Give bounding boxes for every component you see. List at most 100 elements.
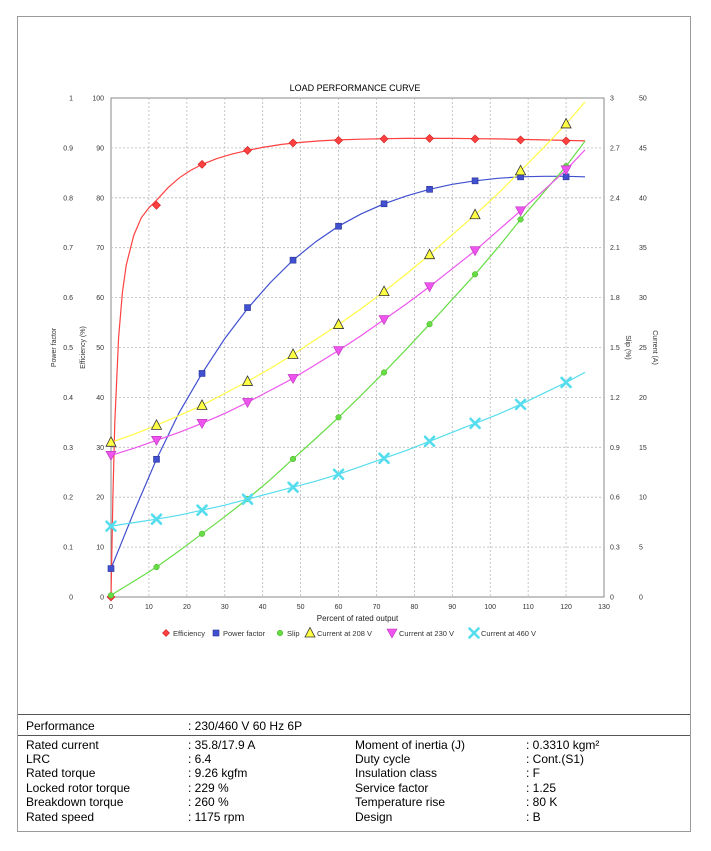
- data-point-current-at-230-v: [515, 206, 527, 217]
- slip-tick-label: 0: [610, 595, 614, 602]
- current-tick-label: 20: [639, 395, 647, 402]
- current-tick-label: 30: [639, 295, 647, 302]
- spec-value: : 0.3310 kgm²: [526, 738, 600, 752]
- chart-title: LOAD PERFORMANCE CURVE: [290, 83, 421, 93]
- legend-label: Slip: [287, 629, 300, 638]
- spec-value: : F: [526, 766, 540, 780]
- legend-label: Current at 460 V: [481, 629, 536, 638]
- legend-label: Current at 230 V: [399, 629, 454, 638]
- x-axis-title: Percent of rated output: [317, 614, 399, 623]
- spec-value: : 9.26 kgfm: [188, 766, 248, 780]
- data-point-slip: [289, 455, 297, 462]
- data-point-current-at-208-v: [241, 375, 254, 386]
- spec-label: Rated current: [26, 738, 99, 752]
- efficiency-tick-label: 100: [92, 96, 104, 103]
- series-line-power-factor: [110, 175, 586, 569]
- spec-label: Rated torque: [26, 766, 96, 780]
- axes: 0 10 20 30 40 50 60 70 80 90 100 110 120 13000.10.20.…: [51, 96, 658, 624]
- x-tick-label: 70: [373, 604, 381, 611]
- spec-label: LRC: [26, 752, 51, 766]
- spec-label: Service factor: [355, 781, 429, 795]
- slip-tick-label: 2.4: [610, 195, 620, 202]
- data-point-efficiency: [379, 134, 389, 144]
- slip-axis-title: Slip (%): [624, 335, 631, 360]
- current-tick-label: 0: [639, 595, 643, 602]
- spec-value: : 1.25: [526, 781, 557, 795]
- spec-value: : 1175 rpm: [188, 810, 245, 824]
- data-point-current-at-230-v: [424, 282, 436, 293]
- plot-area: [110, 97, 605, 598]
- data-point-current-at-208-v: [560, 117, 572, 129]
- table-border-top: [18, 714, 690, 715]
- table-divider: [18, 735, 690, 736]
- data-point-current-at-208-v: [150, 418, 163, 430]
- data-point-current-at-230-v: [105, 450, 117, 461]
- data-point-power-factor: [198, 370, 206, 377]
- spec-label: Insulation class: [355, 766, 438, 780]
- data-point-current-at-460-v: [287, 481, 299, 494]
- slip-tick-label: 1.2: [610, 395, 620, 402]
- data-point-current-at-460-v: [196, 504, 208, 516]
- current-tick-label: 50: [639, 96, 647, 103]
- data-point-current-at-460-v: [105, 520, 117, 532]
- report-frame: [17, 16, 691, 832]
- power-factor-tick-label: 0.1: [63, 545, 73, 552]
- legend-label: Efficiency: [173, 629, 205, 638]
- slip-tick-label: 1.5: [610, 345, 620, 352]
- current-tick-label: 15: [639, 445, 647, 452]
- data-point-slip: [472, 271, 479, 278]
- x-tick-label: 120: [560, 604, 572, 611]
- series-line-current-at-208-v: [110, 101, 586, 443]
- data-point-efficiency: [334, 135, 343, 145]
- efficiency-tick-label: 40: [96, 395, 104, 402]
- data-point-current-at-208-v: [105, 435, 117, 447]
- data-point-current-at-208-v: [196, 399, 208, 410]
- efficiency-tick-label: 70: [96, 245, 104, 252]
- data-point-current-at-208-v: [423, 248, 436, 260]
- data-point-efficiency: [197, 159, 207, 169]
- x-tick-label: 50: [297, 604, 305, 611]
- efficiency-tick-label: 30: [96, 445, 104, 452]
- data-point-current-at-460-v: [423, 435, 436, 448]
- x-tick-label: 10: [145, 604, 153, 611]
- spec-label: Temperature rise: [355, 795, 446, 809]
- data-point-current-at-230-v: [333, 346, 345, 357]
- legend: Efficiency Power factor Slip Current at 208…: [162, 626, 536, 639]
- slip-tick-label: 1.8: [610, 295, 620, 302]
- data-point-current-at-460-v: [332, 468, 345, 481]
- data-point-current-at-230-v: [196, 419, 208, 429]
- efficiency-tick-label: 0: [100, 595, 104, 602]
- x-tick-label: 60: [335, 604, 343, 611]
- data-point-current-at-460-v: [469, 417, 481, 430]
- data-point-current-at-208-v: [514, 164, 527, 176]
- spec-value: : 260 %: [188, 795, 229, 809]
- x-tick-label: 90: [448, 604, 456, 611]
- spec-value: : 229 %: [188, 781, 229, 795]
- current-tick-label: 5: [639, 545, 643, 552]
- data-point-efficiency: [470, 134, 480, 144]
- current-tick-label: 25: [639, 345, 647, 352]
- efficiency-tick-label: 80: [96, 195, 104, 202]
- data-point-current-at-230-v: [242, 398, 254, 409]
- data-point-power-factor: [426, 186, 433, 193]
- spec-value: : B: [526, 810, 541, 824]
- slip-tick-label: 3: [610, 96, 614, 103]
- x-tick-label: 20: [183, 604, 191, 611]
- current-tick-label: 10: [639, 495, 647, 502]
- efficiency-tick-label: 90: [96, 145, 104, 152]
- x-tick-label: 110: [523, 604, 534, 611]
- power-factor-tick-label: 0.2: [63, 495, 73, 502]
- data-point-current-at-208-v: [287, 348, 299, 359]
- efficiency-tick-label: 60: [96, 295, 104, 302]
- motor-spec-table: Performance : 230/460 V 60 Hz 6P Rated c…: [18, 714, 690, 831]
- series-line-slip: [110, 140, 586, 596]
- efficiency-tick-label: 20: [96, 495, 104, 502]
- grid: [110, 97, 605, 598]
- data-point-efficiency: [561, 136, 571, 146]
- current-axis-title: Current (A): [651, 330, 658, 365]
- power-factor-axis-title: Power factor: [51, 327, 58, 367]
- power-factor-tick-label: 0: [69, 595, 73, 602]
- data-point-efficiency: [243, 145, 252, 155]
- data-point-power-factor: [335, 222, 342, 230]
- legend-marker: [276, 629, 284, 637]
